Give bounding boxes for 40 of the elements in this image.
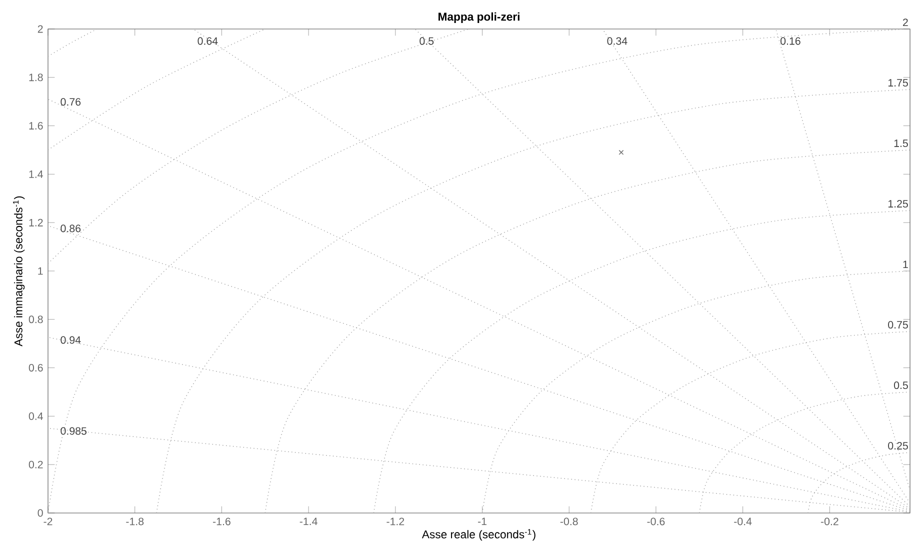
annotation: 1.75 [888, 79, 908, 87]
annotation: 2 [903, 18, 908, 26]
annotation: 0.25 [888, 442, 908, 450]
x-tick-label: -0.2 [820, 518, 838, 526]
x-axis-title: Asse reale (seconds$^{-1}$) [422, 529, 536, 541]
x-tick-label: -1.6 [213, 518, 230, 526]
x-tick-label: -0.4 [734, 518, 752, 526]
annotation: 0.34 [607, 37, 628, 45]
x-tick-label: -2 [44, 518, 52, 526]
y-axis-title: Asse immaginario (seconds$^{-1}$) [13, 196, 25, 346]
annotation: 0.86 [60, 224, 81, 232]
x-tick-label: -0.8 [560, 518, 578, 526]
x-tick-label: -0.6 [647, 518, 665, 526]
y-tick-label: 2 [38, 25, 43, 33]
y-tick-label: 0.4 [28, 412, 43, 420]
x-tick-label: -1.2 [386, 518, 404, 526]
y-tick-label: 1.2 [29, 218, 43, 226]
x-tick-label: -1.4 [300, 518, 318, 526]
x-tick-label: -1 [478, 518, 486, 526]
y-tick-label: 0.6 [28, 364, 43, 372]
y-tick-label: 1.4 [29, 170, 43, 178]
annotation: 0.16 [780, 37, 800, 45]
annotation: 0.64 [198, 37, 218, 45]
x-tick-label: -1.8 [126, 518, 144, 526]
y-tick-label: 1.6 [29, 122, 43, 130]
y-tick-label: 0.8 [28, 316, 43, 324]
annotation: 0.5 [894, 382, 908, 390]
y-tick-label: 0.2 [28, 460, 43, 468]
annotation: 0.94 [60, 336, 81, 344]
annotation: 0.5 [420, 37, 434, 45]
y-tick-label: 0 [38, 509, 43, 517]
chart-title: Mappa poli-zeri [438, 12, 520, 23]
y-tick-label: 1.8 [29, 74, 43, 82]
annotation: 1.25 [888, 200, 908, 208]
annotation: 1.5 [894, 140, 908, 148]
annotation: 0.76 [60, 98, 81, 106]
annotation: 0.75 [888, 321, 908, 329]
annotation: 1 [903, 260, 908, 268]
annotation: 0.985 [60, 427, 87, 435]
y-tick-label: 1 [38, 267, 43, 275]
